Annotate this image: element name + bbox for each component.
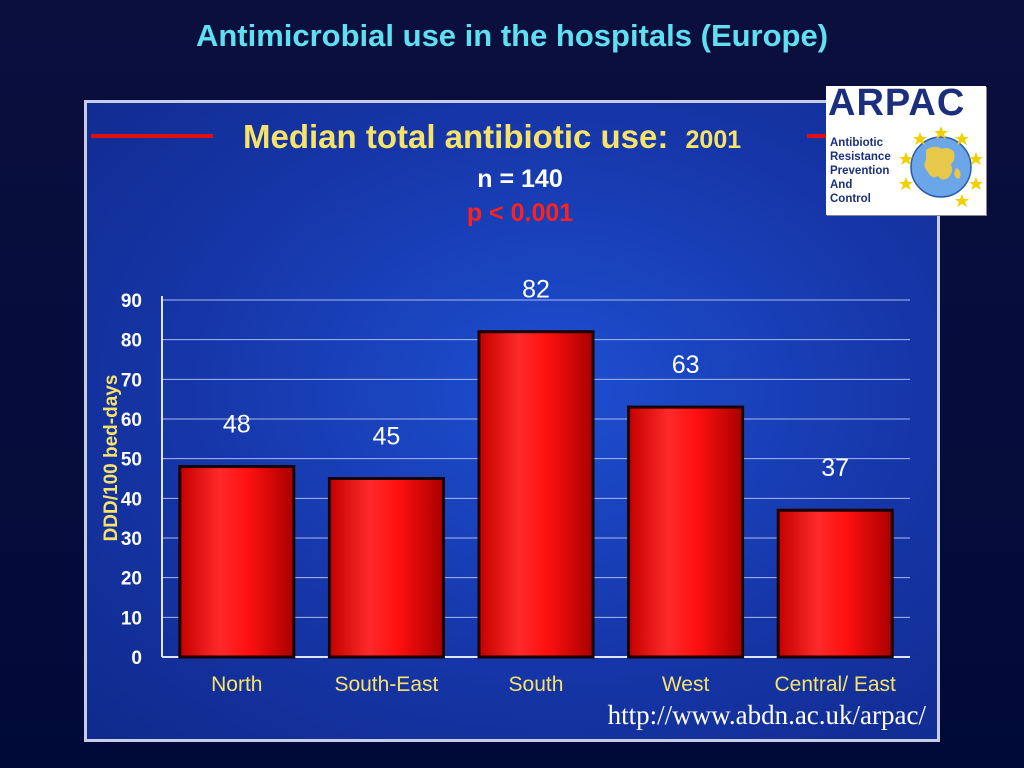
y-tick-label: 0 bbox=[131, 648, 142, 669]
logo-line: Control bbox=[830, 193, 871, 205]
y-tick-label: 50 bbox=[121, 450, 142, 471]
europe-globe-stars-icon bbox=[899, 126, 983, 207]
y-axis-label: DDD/100 bed-days bbox=[101, 375, 122, 542]
logo-wordmark: ARPAC bbox=[828, 82, 966, 124]
data-label: 48 bbox=[223, 411, 251, 439]
x-tick-label: North bbox=[211, 673, 262, 696]
x-tick-label: Central/ East bbox=[775, 673, 897, 696]
bar-0 bbox=[178, 465, 296, 659]
data-label: 45 bbox=[372, 423, 400, 451]
y-tick-label: 30 bbox=[121, 529, 142, 550]
data-labels: 48 45 82 63 37 bbox=[223, 276, 849, 483]
data-label: 37 bbox=[821, 454, 849, 482]
logo-line: Antibiotic bbox=[830, 137, 884, 149]
x-tick-label: South bbox=[509, 673, 564, 696]
bar-1 bbox=[327, 477, 445, 659]
chart-panel: Median total antibiotic use: 2001 n = 14… bbox=[84, 100, 940, 742]
logo-line: And bbox=[830, 179, 853, 191]
chart-title-year: 2001 bbox=[686, 126, 742, 154]
chart-subtitle: n = 140 bbox=[477, 165, 562, 193]
y-tick-label: 10 bbox=[121, 608, 142, 629]
y-tick-label: 80 bbox=[121, 331, 142, 352]
data-label: 63 bbox=[672, 351, 700, 379]
chart-title: Median total antibiotic use: 2001 bbox=[243, 118, 741, 155]
x-tick-label: West bbox=[662, 673, 710, 696]
y-tick-label: 90 bbox=[121, 291, 142, 312]
logo-line: Prevention bbox=[830, 165, 890, 177]
y-tick-label: 20 bbox=[121, 569, 142, 590]
slide-title: Antimicrobial use in the hospitals (Euro… bbox=[195, 18, 829, 53]
x-tick-labels: North South-East South West Central/ East bbox=[211, 673, 896, 696]
x-tick-label: South-East bbox=[334, 673, 438, 696]
p-value-label: p < 0.001 bbox=[467, 199, 573, 227]
bars bbox=[178, 330, 894, 659]
logo-line: Resistance bbox=[830, 151, 891, 163]
bar-chart: Median total antibiotic use: 2001 n = 14… bbox=[91, 118, 910, 696]
arpac-logo: ARPAC Antibiotic Resistance Prevention A… bbox=[826, 82, 986, 215]
bar-4 bbox=[776, 508, 894, 659]
y-tick-label: 70 bbox=[121, 370, 142, 391]
y-tick-label: 60 bbox=[121, 410, 142, 431]
y-tick-label: 40 bbox=[121, 489, 142, 510]
source-url[interactable]: http://www.abdn.ac.uk/arpac/ bbox=[607, 700, 926, 730]
bar-3 bbox=[627, 405, 745, 659]
bar-2 bbox=[477, 330, 595, 659]
y-tick-labels: 0 10 20 30 40 50 60 70 80 90 bbox=[121, 291, 142, 669]
data-label: 82 bbox=[522, 276, 550, 304]
chart-title-main: Median total antibiotic use: bbox=[243, 118, 668, 155]
